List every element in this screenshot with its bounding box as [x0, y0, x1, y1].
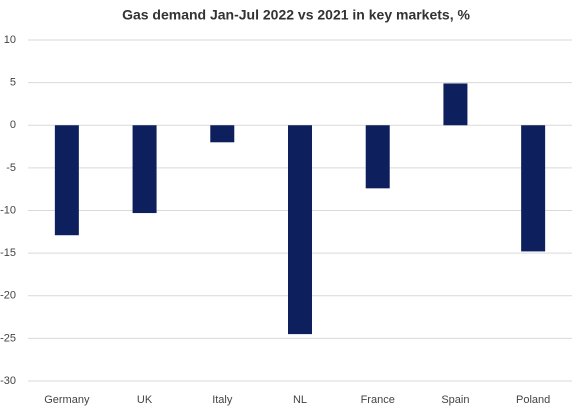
- y-tick-label: 5: [10, 77, 16, 89]
- chart-title: Gas demand Jan-Jul 2022 vs 2021 in key m…: [122, 7, 470, 23]
- bar: [54, 125, 79, 236]
- bar: [288, 125, 312, 335]
- y-tick-label: -10: [0, 204, 16, 216]
- y-tick-label: -25: [0, 332, 16, 344]
- y-tick-label: -20: [0, 290, 16, 302]
- x-tick-label: Italy: [212, 394, 233, 406]
- bar: [210, 125, 235, 143]
- x-tick-label: France: [361, 394, 395, 406]
- bar: [443, 83, 468, 126]
- y-tick-label: -5: [6, 162, 16, 174]
- x-tick-label: NL: [293, 394, 307, 406]
- x-tick-label: Spain: [441, 394, 469, 406]
- y-tick-label: -30: [0, 375, 16, 387]
- bar: [132, 125, 157, 214]
- y-tick-label: -15: [0, 247, 16, 259]
- bar: [365, 125, 390, 189]
- x-tick-label: Poland: [516, 394, 550, 406]
- bar: [521, 125, 546, 252]
- y-tick-label: 10: [4, 34, 16, 46]
- x-tick-label: Germany: [44, 394, 90, 406]
- y-tick-label: 0: [10, 119, 16, 131]
- x-tick-label: UK: [137, 394, 153, 406]
